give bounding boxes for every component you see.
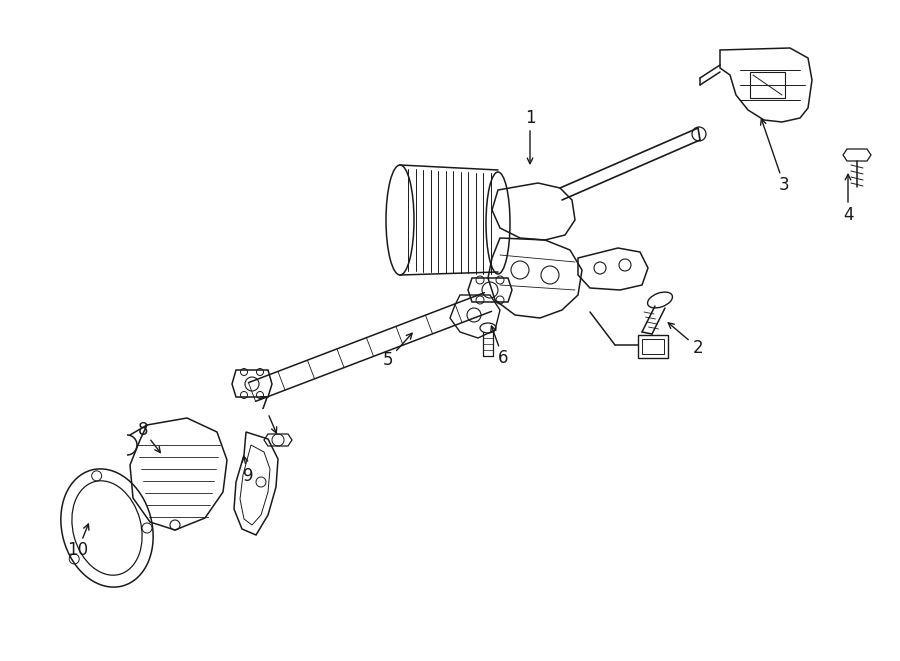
Text: 9: 9 — [243, 467, 253, 485]
Text: 5: 5 — [382, 351, 393, 369]
Text: 3: 3 — [778, 176, 789, 194]
Text: 1: 1 — [525, 109, 535, 127]
Text: 8: 8 — [138, 421, 148, 439]
Text: 6: 6 — [498, 349, 508, 367]
Text: 4: 4 — [842, 206, 853, 224]
Text: 2: 2 — [693, 339, 703, 357]
Text: 7: 7 — [259, 395, 269, 413]
Text: 10: 10 — [68, 541, 88, 559]
